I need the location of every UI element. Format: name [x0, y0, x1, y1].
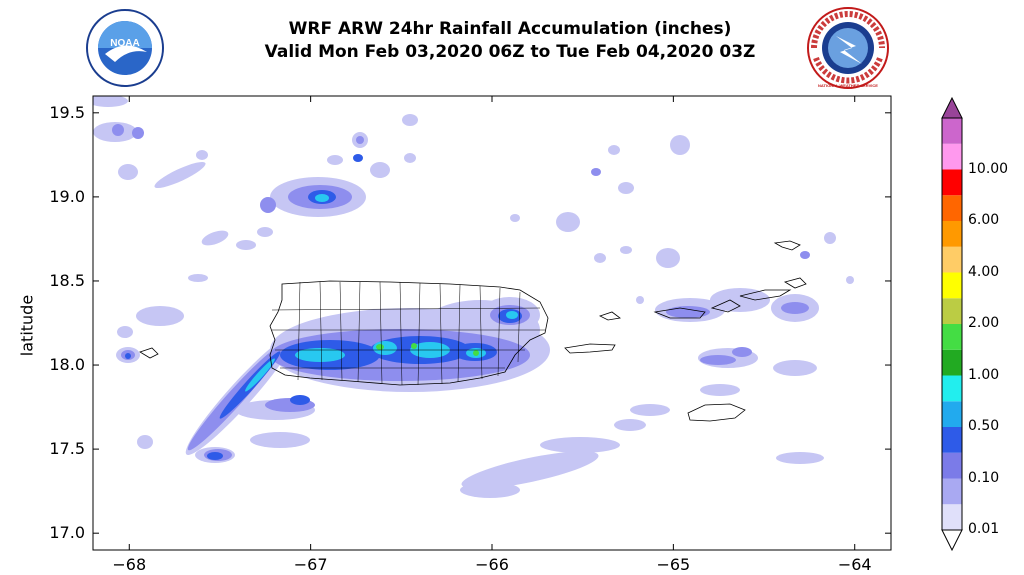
culebra-outline: [598, 311, 621, 321]
mona-outline: [139, 347, 159, 359]
colorbar-label: 1.00: [968, 366, 1000, 383]
x-tick-label: −65: [656, 555, 691, 574]
y-tick-label: 18.0: [49, 355, 85, 375]
x-tick-label: −68: [112, 555, 147, 574]
x-tick-label: −66: [475, 555, 509, 574]
y-axis-label: latitude: [17, 294, 37, 357]
colorbar-label: 0.10: [968, 469, 1000, 486]
colorbar-label: 6.00: [968, 212, 1000, 228]
noaa-logo: NOAA: [86, 9, 164, 87]
axis-ticks: [93, 96, 891, 550]
colorbar-label: 10.00: [968, 160, 1009, 177]
colorbar-label: 0.01: [968, 521, 1000, 537]
st-john-outline: [710, 299, 741, 313]
colorbar-label: 0.50: [968, 418, 1000, 434]
st-croix-outline: [687, 403, 746, 422]
colorbar-label: 2.00: [968, 315, 1000, 331]
chart-title: WRF ARW 24hr Rainfall Accumulation (inch…: [180, 18, 840, 64]
puerto-rico-outline: [269, 280, 549, 386]
rain-green-areas: [376, 343, 479, 356]
vieques-outline: [564, 343, 616, 354]
nws-logo: NATIONAL WEATHER SERVICE: [807, 7, 889, 89]
x-tick-label: −64: [837, 555, 872, 574]
noaa-logo-text: NOAA: [110, 38, 139, 49]
colorbar-label: 4.00: [968, 263, 1000, 280]
anegada-outline: [773, 240, 801, 251]
y-tick-label: 17.5: [49, 439, 85, 459]
rain-medium-areas: [112, 124, 810, 461]
rain-cyan-areas: [245, 194, 518, 392]
y-tick-label: 18.5: [49, 270, 85, 290]
title-line-1: WRF ARW 24hr Rainfall Accumulation (inch…: [288, 19, 732, 39]
virgin-gorda-outline: [783, 277, 807, 289]
y-tick-label: 19.5: [49, 102, 85, 122]
tortola-outline: [739, 289, 792, 301]
x-tick-label: −67: [293, 555, 328, 574]
title-line-2: Valid Mon Feb 03,2020 06Z to Tue Feb 04,…: [264, 42, 756, 62]
pr-municipio-lines: [271, 281, 545, 386]
y-tick-label: 19.0: [49, 186, 85, 206]
y-tick-label: 17.0: [49, 523, 85, 543]
nws-logo-text: NATIONAL WEATHER SERVICE: [818, 83, 878, 88]
st-thomas-outline: [653, 307, 706, 319]
coastlines: [139, 240, 807, 422]
